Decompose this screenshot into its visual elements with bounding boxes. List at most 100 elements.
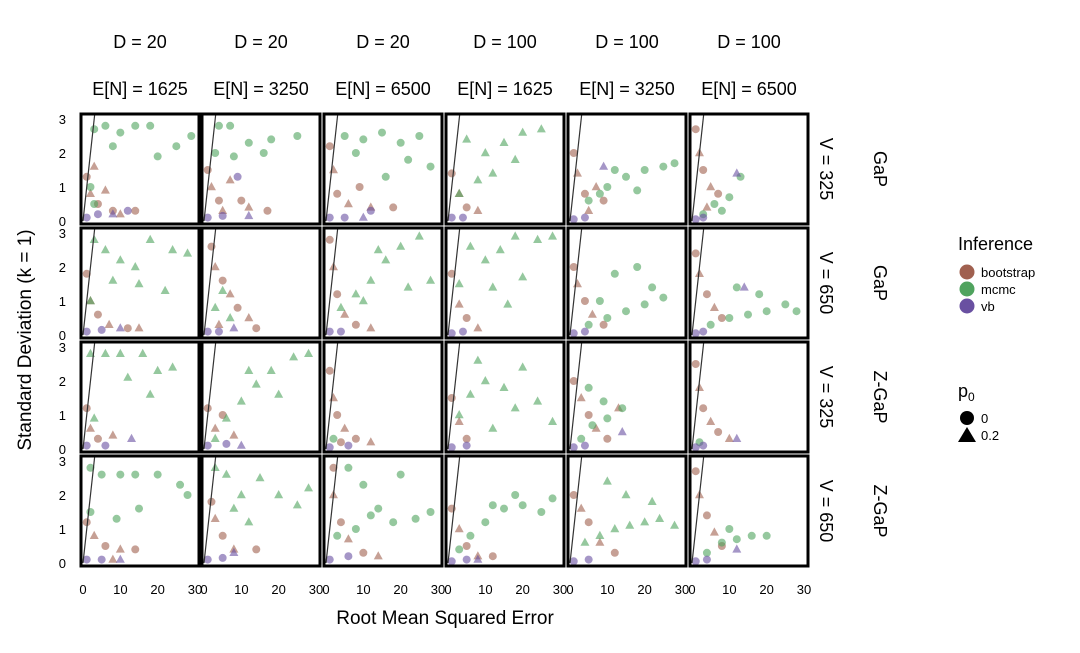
point-vb [93,210,102,219]
point-mcmc [648,283,657,292]
point-mcmc [358,296,368,305]
panel-border [322,112,444,226]
point-bootstrap [333,189,342,198]
point-mcmc [176,480,185,489]
x-tick-label: 10 [356,582,370,597]
point-bootstrap [85,423,95,432]
facet-panel [200,112,322,226]
point-bootstrap [101,542,110,550]
point-mcmc [599,397,608,406]
point-mcmc [473,355,483,364]
x-tick-label: 20 [515,582,529,597]
point-bootstrap [576,393,586,402]
point-mcmc [747,531,756,540]
point-mcmc [488,501,497,510]
panel-border [688,226,810,340]
point-mcmc [389,518,398,527]
point-mcmc [214,121,223,130]
point-bootstrap [576,503,586,512]
point-bootstrap [355,183,364,191]
point-vb [97,555,106,564]
point-bootstrap [252,545,261,554]
point-bootstrap [702,290,711,299]
point-mcmc [426,162,435,171]
panel-border [322,454,444,568]
reference-line [691,456,705,564]
point-bootstrap [244,313,254,322]
point-mcmc [333,531,342,540]
point-bootstrap [351,434,360,443]
point-mcmc [168,362,178,371]
facet-panel [566,454,688,568]
col-strip-en: E[N] = 1625 [457,79,553,99]
point-mcmc [108,275,118,284]
point-vb [203,441,212,450]
point-vb [691,443,700,452]
point-bootstrap [207,497,216,506]
reference-line [447,228,461,336]
point-mcmc [495,245,505,254]
point-mcmc [86,463,95,472]
col-strip-d: D = 20 [234,32,288,52]
point-mcmc [153,152,162,161]
point-mcmc [670,159,679,168]
point-bootstrap [473,323,483,332]
point-mcmc [580,537,590,546]
point-bootstrap [210,262,220,271]
point-mcmc [116,470,125,479]
point-bootstrap [104,319,114,328]
y-tick-label: 2 [59,374,66,389]
point-bootstrap [340,309,350,318]
point-mcmc [90,200,99,208]
point-mcmc [518,272,528,281]
point-mcmc [366,275,376,284]
point-mcmc [488,168,498,177]
facet-panel [444,454,566,568]
point-vb [203,327,212,336]
point-bootstrap [89,530,99,539]
point-vb [580,213,589,222]
point-mcmc [89,234,99,243]
point-bootstrap [252,324,261,333]
point-mcmc [426,508,435,516]
point-vb [447,557,456,566]
point-mcmc [210,433,220,442]
point-bootstrap [263,206,272,215]
x-tick-label: 0 [688,582,695,597]
panel-border [444,226,566,340]
facet-panel [79,112,201,226]
point-vb [82,441,91,450]
facet-panel [566,340,688,454]
x-tick-label: 20 [393,582,407,597]
point-mcmc [633,263,642,271]
point-mcmc [584,320,593,329]
point-mcmc [89,413,99,422]
point-mcmc [622,172,630,181]
panel-border [688,112,810,226]
x-tick-label: 30 [309,582,323,597]
point-bootstrap [366,323,376,332]
point-bootstrap [709,527,719,536]
point-mcmc [183,491,192,499]
point-mcmc [454,410,464,419]
point-mcmc [725,314,734,322]
legend: Inference bootstrap mcmc vb p0 0 0.2 [958,234,1035,443]
point-vb [584,555,593,564]
reference-line [325,456,339,564]
point-bootstrap [691,125,700,134]
y-tick-label: 3 [59,454,66,469]
point-mcmc [659,293,668,302]
point-mcmc [259,149,268,157]
reference-line [569,228,583,336]
point-mcmc [717,538,726,547]
point-vb [336,327,345,336]
legend-label: mcmc [981,282,1016,297]
point-mcmc [145,389,155,398]
panel-border [79,454,201,568]
point-vb [203,213,212,222]
point-vb [691,215,700,224]
point-mcmc [374,504,383,513]
panel-border [688,340,810,454]
legend-label: 0.2 [981,428,999,443]
point-bootstrap [336,438,345,447]
